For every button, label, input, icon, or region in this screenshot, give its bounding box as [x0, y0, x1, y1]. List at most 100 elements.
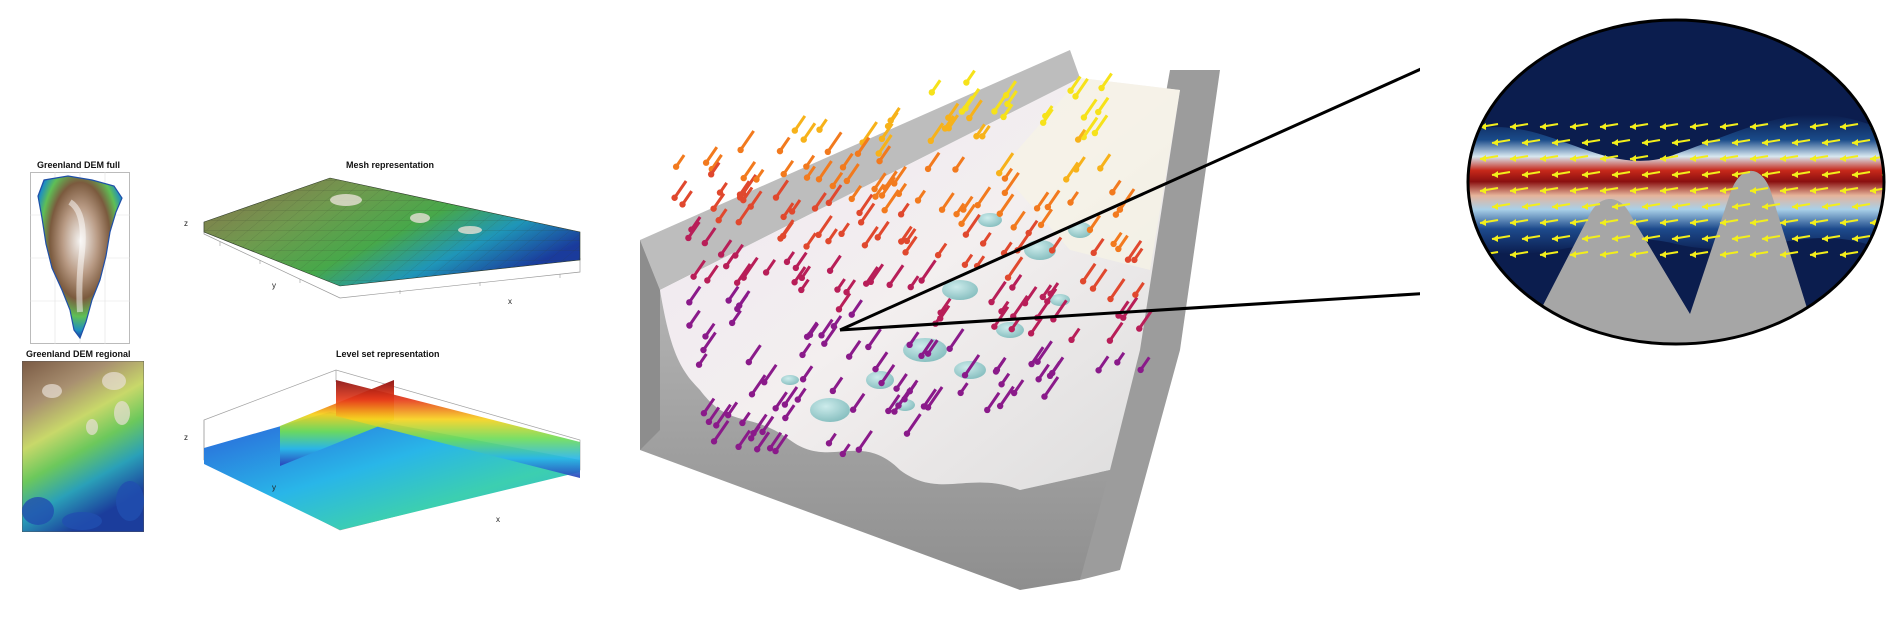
inset-arrow-head: [1660, 187, 1666, 194]
inset-arrow-head: [1642, 139, 1648, 146]
velocity-arrow-head: [902, 249, 909, 256]
velocity-arrow-head: [843, 177, 851, 185]
velocity-arrow-head: [1048, 247, 1056, 254]
velocity-arrow-head: [776, 147, 784, 155]
velocity-arrow: [1074, 77, 1089, 98]
velocity-arrow-head: [886, 281, 893, 289]
inset-arrow-head: [1732, 171, 1738, 178]
mesh-axis-z: z: [184, 219, 188, 228]
velocity-arrow-head: [701, 239, 709, 247]
inset-arrow-head: [1540, 187, 1546, 194]
velocity-arrow-head: [803, 243, 810, 250]
velocity-arrow-head: [772, 447, 779, 455]
inset-arrow: [1881, 235, 1884, 240]
velocity-arrow-head: [798, 286, 805, 294]
velocity-arrow-head: [855, 446, 863, 453]
inset-arrow-head: [1750, 155, 1756, 162]
velocity-arrow: [742, 161, 757, 179]
inset-arrow-head: [1840, 251, 1846, 258]
velocity-arrow: [926, 386, 944, 409]
velocity-arrow-head: [862, 280, 870, 287]
velocity-arrow-head: [881, 207, 888, 214]
velocity-arrow: [702, 331, 717, 351]
velocity-arrow-head: [710, 205, 717, 212]
inset-arrow-head: [1642, 203, 1648, 210]
velocity-arrow-head: [710, 438, 718, 445]
velocity-arrow: [986, 391, 1001, 411]
velocity-arrow-head: [783, 258, 791, 266]
velocity-arrow-head: [702, 333, 709, 340]
velocity-arrow-head: [945, 125, 952, 132]
velocity-arrow: [998, 385, 1015, 407]
velocity-arrow: [867, 328, 882, 348]
velocity-arrow-head: [891, 408, 898, 415]
inset-arrow-head: [1522, 203, 1528, 210]
velocity-arrow-head: [806, 331, 814, 339]
velocity-arrow-head: [829, 182, 836, 190]
velocity-arrow-head: [924, 404, 932, 411]
velocity-arrow-head: [735, 219, 742, 226]
inset-arrow-head: [1612, 203, 1618, 210]
velocity-arrow-head: [717, 251, 725, 258]
inset-arrow-head: [1660, 123, 1666, 130]
velocity-arrow-head: [1000, 113, 1007, 121]
velocity-arrow-head: [1079, 278, 1087, 285]
velocity-arrow-head: [825, 237, 832, 245]
velocity-arrow-head: [788, 208, 796, 215]
velocity-arrow-head: [872, 365, 879, 373]
velocity-arrow-head: [906, 388, 914, 395]
inset-arrow-head: [1522, 235, 1528, 242]
velocity-arrow: [922, 388, 937, 408]
inset-arrow-head: [1702, 235, 1708, 242]
velocity-arrow: [823, 325, 838, 345]
dem-full-title: Greenland DEM full: [37, 160, 121, 170]
velocity-arrow-head: [826, 267, 834, 274]
velocity-arrow-head: [739, 190, 747, 197]
velocity-arrow-head: [672, 163, 680, 170]
velocity-arrow-head: [928, 89, 936, 96]
velocity-arrow-head: [1044, 203, 1052, 211]
inset-arrow-head: [1492, 235, 1498, 242]
velocity-arrow-head: [1091, 129, 1099, 137]
inset-arrow-head: [1552, 203, 1558, 210]
inset-arrow-head: [1720, 123, 1726, 130]
velocity-arrow-head: [854, 150, 862, 157]
inset-arrow-head: [1762, 171, 1768, 178]
velocity-arrow-head: [834, 286, 841, 293]
velocity-arrow: [926, 151, 941, 170]
inset-arrow-head: [1672, 203, 1678, 210]
velocity-arrow-head: [871, 185, 878, 193]
velocity-arrow-head: [780, 213, 787, 221]
velocity-arrow: [858, 193, 874, 214]
inset-arrow-head: [1762, 203, 1768, 210]
velocity-arrow: [1081, 262, 1097, 283]
velocity-arrow-head: [740, 196, 747, 204]
velocity-arrow-head: [679, 201, 686, 208]
velocity-arrow-head: [733, 279, 741, 286]
dem-full-map: [30, 172, 130, 344]
velocity-arrow-head: [737, 146, 744, 154]
inset-arrow-head: [1600, 123, 1606, 130]
velocity-arrow: [861, 121, 878, 144]
velocity-arrow: [997, 152, 1015, 174]
velocity-arrow-head: [1080, 114, 1088, 121]
inset-arrow-head: [1672, 139, 1678, 146]
velocity-arrow-head: [702, 159, 710, 166]
inset-arrow-head: [1840, 123, 1846, 130]
velocity-arrow-head: [878, 192, 886, 199]
block-front-wall: [640, 240, 1110, 590]
velocity-arrow: [1035, 191, 1050, 210]
inset-arrow-head: [1582, 139, 1588, 146]
velocity-arrow: [990, 280, 1007, 303]
inset-arrow-head: [1852, 139, 1858, 146]
velocity-arrow-head: [799, 376, 807, 383]
velocity-arrow: [837, 292, 852, 311]
velocity-arrow: [715, 403, 732, 427]
velocity-arrow-head: [1039, 119, 1047, 126]
velocity-arrow-head: [1028, 360, 1035, 368]
inset-arrow-head: [1600, 219, 1606, 226]
inset-arrow-head: [1582, 235, 1588, 242]
velocity-arrow-head: [924, 165, 932, 173]
inset-arrow-head: [1660, 251, 1666, 258]
velocity-arrow-head: [895, 190, 903, 198]
